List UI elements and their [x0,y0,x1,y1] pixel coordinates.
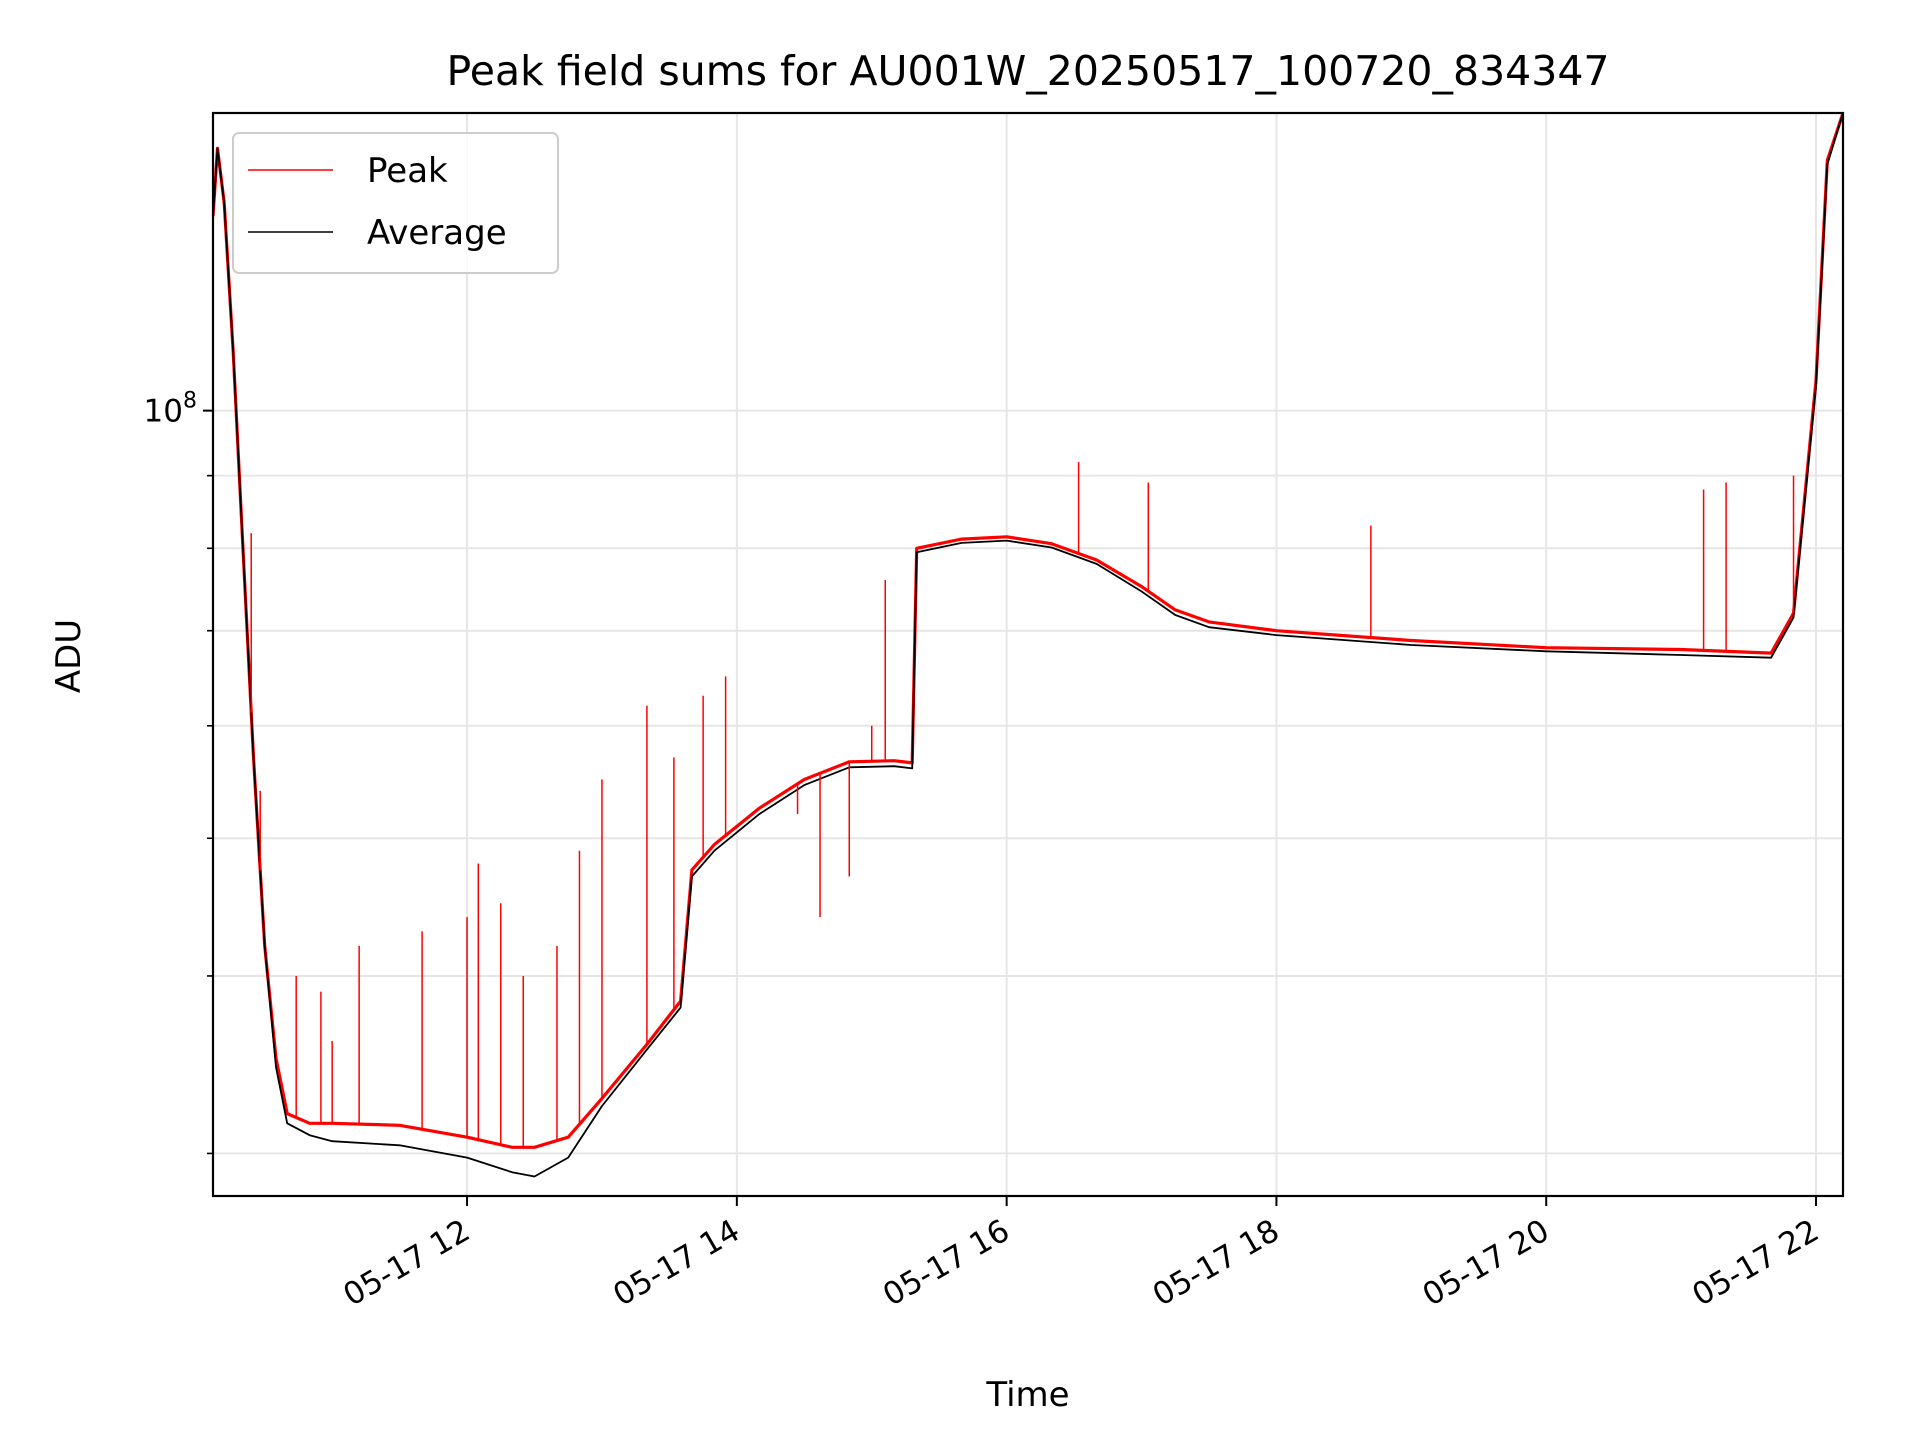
series-lines [213,113,1843,1178]
legend: Peak Average [232,132,559,274]
grid [213,113,1843,1196]
legend-label-peak: Peak [367,151,448,191]
plot-frame [211,111,1845,1198]
legend-label-average: Average [367,213,507,253]
series-line-average [213,113,1843,1178]
y-axis-label: ADU [49,619,89,693]
legend-box [232,132,559,274]
x-axis-label: Time [985,1375,1069,1415]
chart-title: Peak field sums for AU001W_20250517_1007… [446,47,1609,95]
